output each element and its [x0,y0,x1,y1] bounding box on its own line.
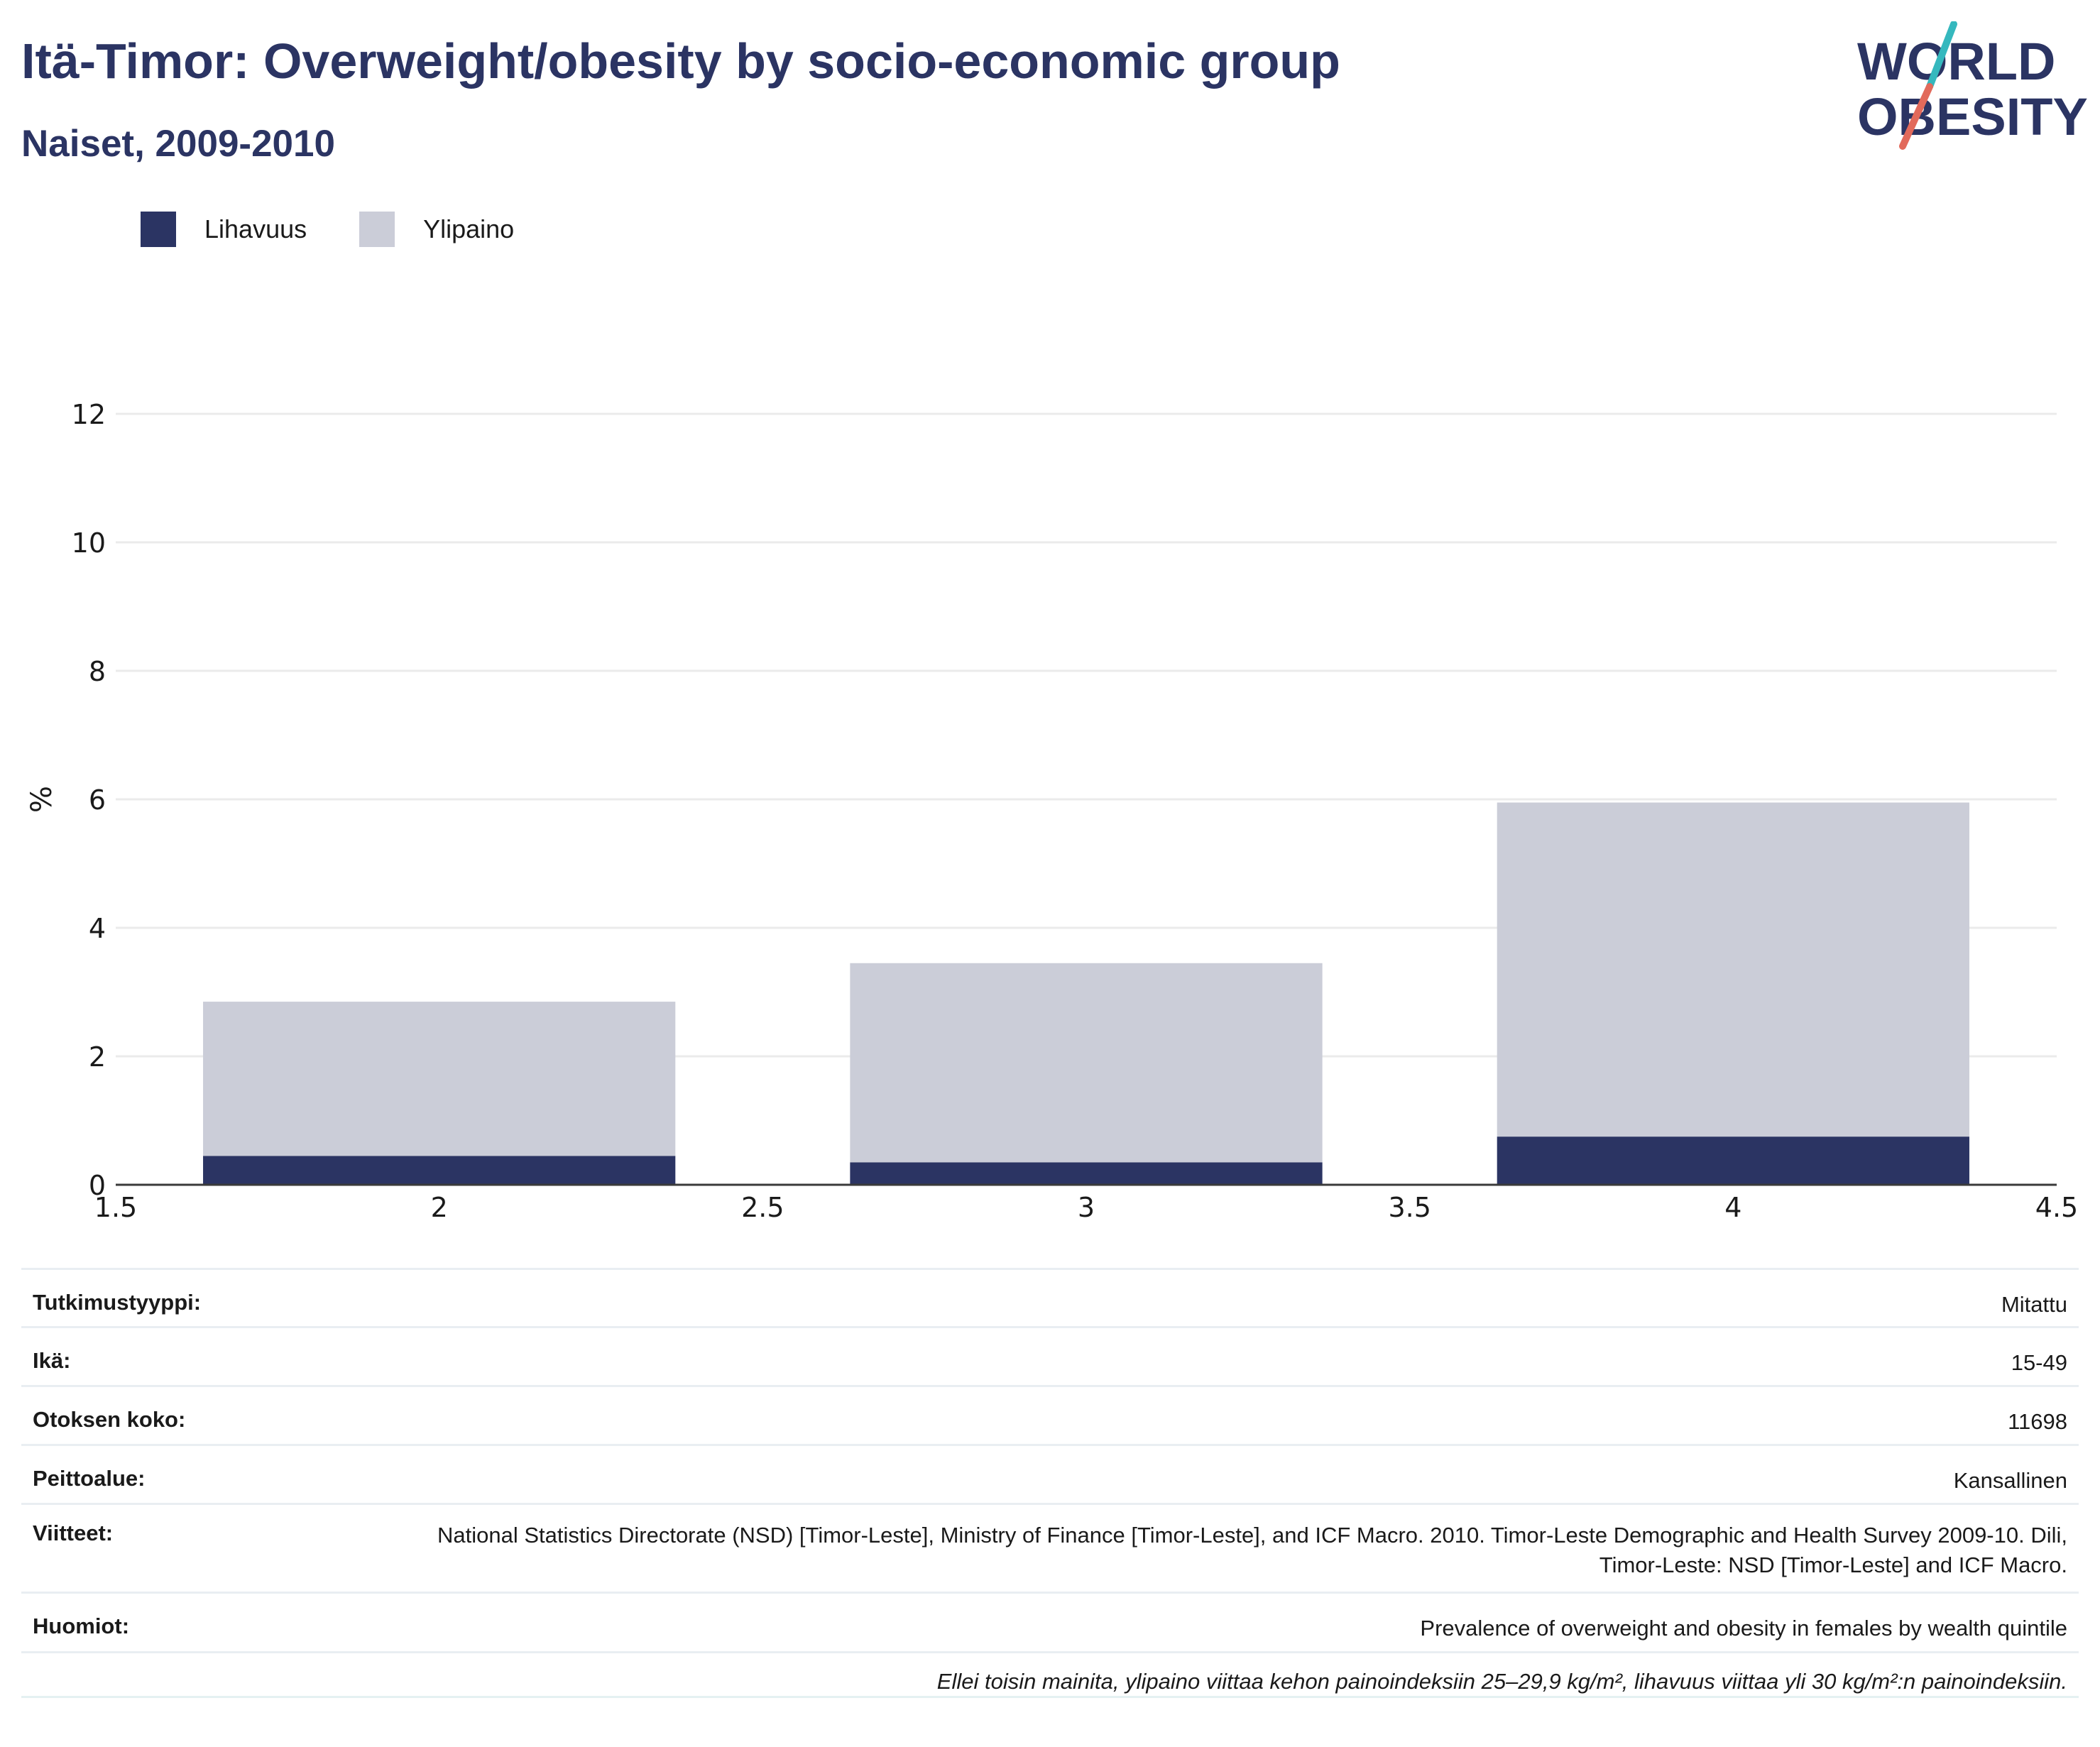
info-row-coverage: Peittoalue: Kansallinen [21,1444,2079,1503]
definition-footnote: Ellei toisin mainita, ylipaino viittaa k… [936,1669,2067,1694]
info-row-footnote: Ellei toisin mainita, ylipaino viittaa k… [21,1651,2079,1698]
info-key: Peittoalue: [33,1466,146,1491]
info-value: 11698 [2008,1409,2067,1434]
info-value: Mitattu [2001,1292,2067,1317]
info-row-study-type: Tutkimustyyppi: Mitattu [21,1268,2079,1326]
y-tick-label: 8 [89,656,106,687]
legend-swatch-lihavuus [141,212,176,247]
x-tick-label: 4 [1724,1192,1741,1223]
y-tick-label: 12 [72,399,106,430]
y-tick-label: 6 [89,784,106,816]
bar-lihavuus [850,1162,1323,1185]
y-tick-label: 10 [72,527,106,559]
info-table: Tutkimustyyppi: Mitattu Ikä: 15-49 Otoks… [21,1268,2079,1698]
bar-ylipaino [1497,802,1969,1137]
info-row-sample-size: Otoksen koko: 11698 [21,1385,2079,1444]
info-value: 15-49 [2011,1350,2067,1375]
bar-ylipaino [203,1002,676,1156]
info-key: Huomiot: [33,1614,130,1638]
legend-label-lihavuus: Lihavuus [204,214,307,243]
legend-label-ylipaino: Ylipaino [423,214,515,243]
y-tick-label: 0 [89,1170,106,1201]
logo-line-2: OBESITY [1857,87,2087,146]
world-obesity-logo: WORLD OBESITY [1857,21,2087,150]
legend-item-ylipaino[interactable]: Ylipaino [359,212,514,247]
legend-swatch-ylipaino [359,212,395,247]
info-row-references: Viitteet: National Statistics Directorat… [21,1503,2079,1592]
x-tick-label: 2 [431,1192,448,1223]
info-value: Prevalence of overweight and obesity in … [1420,1616,2067,1641]
x-tick-label: 2.5 [741,1192,784,1223]
info-row-age: Ikä: 15-49 [21,1326,2079,1385]
x-tick-label: 3.5 [1388,1192,1431,1223]
info-row-notes: Huomiot: Prevalence of overweight and ob… [21,1592,2079,1651]
bar-ylipaino [850,963,1323,1163]
chart-legend: Lihavuus Ylipaino [141,209,567,249]
chart-title: Itä-Timor: Overweight/obesity by socio-e… [21,33,1340,89]
x-tick-label: 1.5 [94,1192,137,1223]
bar-lihavuus [203,1156,676,1185]
chart-subtitle: Naiset, 2009-2010 [21,123,335,165]
logo-slash-coral [1899,83,1933,150]
x-tick-label: 4.5 [2035,1192,2078,1223]
info-key: Otoksen koko: [33,1407,186,1432]
bar-lihavuus [1497,1137,1969,1185]
info-key: Ikä: [33,1348,71,1373]
legend-item-lihavuus[interactable]: Lihavuus [141,212,307,247]
info-value: National Statistics Directorate (NSD) [T… [437,1523,2067,1577]
logo-slash-teal [1926,21,1957,90]
y-axis-title: % [26,786,58,813]
x-tick-label: 3 [1078,1192,1095,1223]
bar-chart: 0 2 4 6 8 10 12 1.5 2 2.5 3 3.5 4 4.5% [26,399,2078,1223]
y-tick-label: 4 [89,913,106,944]
info-key: Viitteet: [33,1521,114,1545]
y-tick-label: 2 [89,1041,106,1073]
info-key: Tutkimustyyppi: [33,1290,202,1315]
info-value: Kansallinen [1953,1468,2067,1493]
logo-line-1: WORLD [1857,32,2056,91]
